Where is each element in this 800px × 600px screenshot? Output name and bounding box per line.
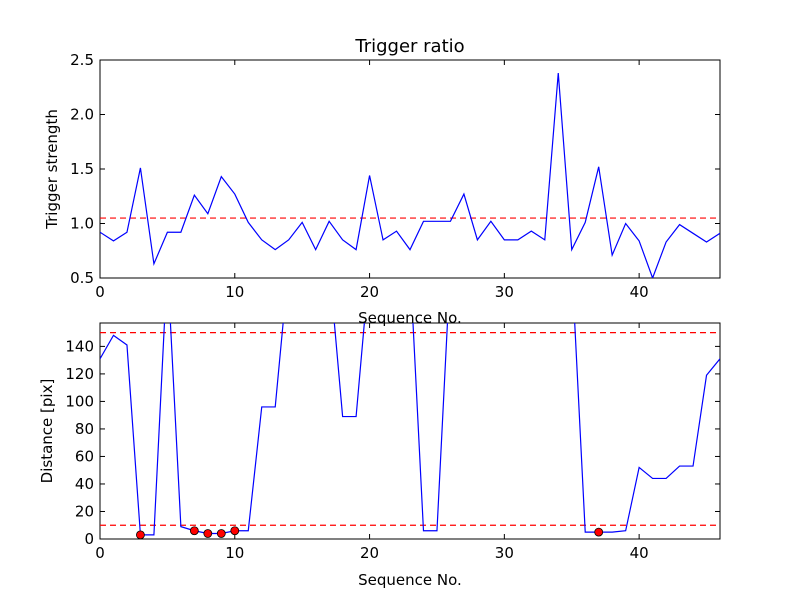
bottom-x-tick-label: 40: [630, 544, 649, 562]
bottom-x-tick-label: 20: [360, 544, 379, 562]
top-panel: 0 10 20 30 40 0.5 1.0 1.5 2.0 2.5: [70, 51, 721, 301]
bottom-x-tick-label: 30: [495, 544, 514, 562]
top-y-axis-label: Trigger strength: [43, 109, 61, 230]
bottom-marker-point: [216, 529, 226, 538]
bottom-x-tick-label: 0: [95, 544, 105, 562]
top-x-tick-label: 40: [630, 283, 649, 301]
bottom-marker-point: [203, 529, 213, 538]
top-series-group: [100, 73, 720, 278]
top-y-tick-label: 1.0: [70, 215, 94, 233]
bottom-plot-frame: [99, 322, 721, 540]
top-x-tick-label: 10: [225, 283, 244, 301]
bottom-y-tick-label: 0: [84, 530, 94, 548]
top-chart-title: Trigger ratio: [354, 36, 464, 57]
top-series-line: [100, 73, 720, 278]
top-x-axis-label: Sequence No.: [358, 309, 462, 327]
bottom-y-tick-label: 20: [75, 502, 94, 520]
bottom-marker-point: [594, 527, 604, 537]
bottom-series-line: [100, 323, 720, 536]
top-plot-frame: [99, 59, 721, 279]
bottom-marker-point: [189, 526, 199, 536]
top-x-tick-label: 20: [360, 283, 379, 301]
bottom-y-tick-label: 140: [65, 337, 94, 355]
top-y-tick-label: 2.5: [70, 51, 94, 69]
bottom-x-tick-label: 10: [225, 544, 244, 562]
top-y-tick-label: 2.0: [70, 106, 94, 124]
bottom-marker-point: [230, 526, 240, 536]
top-y-tick-label: 0.5: [70, 269, 94, 287]
bottom-y-tick-label: 40: [75, 475, 94, 493]
bottom-y-tick-label: 80: [75, 420, 94, 438]
bottom-y-tick-label: 60: [75, 447, 94, 465]
bottom-x-axis-label: Sequence No.: [358, 571, 462, 589]
bottom-marker-point: [136, 530, 145, 540]
top-y-tick-label: 1.5: [70, 160, 94, 178]
bottom-y-axis-label: Distance [pix]: [38, 379, 56, 484]
top-x-tick-label: 0: [95, 283, 105, 301]
bottom-y-tick-label: 120: [65, 365, 94, 383]
bottom-series-group: [100, 323, 720, 536]
top-x-tick-label: 30: [495, 283, 514, 301]
bottom-panel: 0 10 20 30 40 0 20 40 60 80 100 120 140: [65, 322, 721, 562]
bottom-y-tick-label: 100: [65, 392, 94, 410]
